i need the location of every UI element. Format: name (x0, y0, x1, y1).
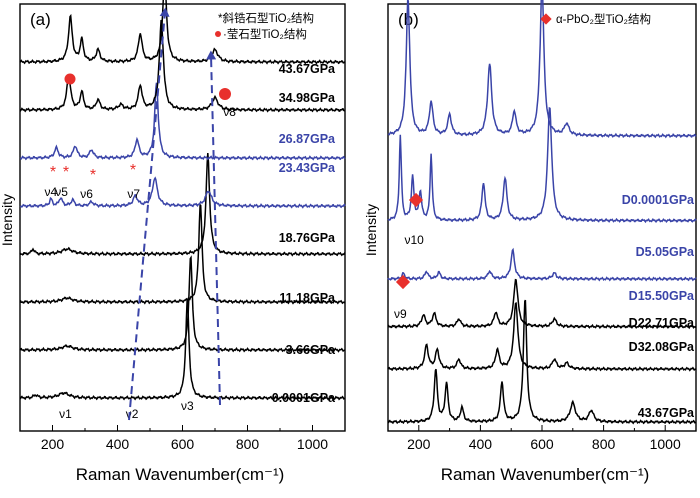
x-tick-label-800: 800 (592, 436, 616, 452)
panel-b-y-axis-title: Intensity (363, 204, 379, 256)
legend-alpha-pbo2-entry: α-PbO₂型TiO₂结构 (556, 12, 651, 26)
pressure-label-18.76GPa: 18.76GPa (279, 231, 336, 245)
pressure-label-23.43GPa: 23.43GPa (279, 161, 336, 175)
panel-b-x-axis-title: Raman Wavenumber(cm⁻¹) (441, 465, 650, 484)
mode-label-ν9: ν9 (394, 307, 407, 321)
panel-a-pressure-labels: 0.0001GPa 3.66GPa 11.18GPa 18.76GPa 23.43GPa… (272, 62, 336, 405)
spectrum-line-3.66GPa (19, 255, 346, 353)
pressure-label-D15.50GPa: D15.50GPa (629, 289, 695, 303)
shift-arrow-left (128, 7, 170, 421)
spectrum-line-18.76GPa (19, 152, 346, 257)
spectrum-line-26.87GPa (19, 82, 346, 161)
mode-label-ν3: ν3 (181, 399, 194, 413)
pressure-label-34.98GPa: 34.98GPa (279, 91, 336, 105)
pressure-label-43.67GPa: 43.67GPa (279, 62, 336, 76)
mode-label-ν6: ν6 (80, 187, 93, 201)
panel-b-pressure-labels: 43.67GPa D32.08GPa D22.71GPa D15.50GPa D5.05… (622, 193, 695, 420)
panel-a-curves (19, 0, 346, 401)
panel-b: (b) 200 400 600 800 1000 Raman Wavenumber(cm… (363, 0, 697, 484)
spectrum-line-43.67GPa (19, 0, 346, 65)
x-tick-label-400: 400 (106, 436, 130, 452)
panel-a-x-axis-title: Raman Wavenumber(cm⁻¹) (76, 465, 285, 484)
mode-label-ν7: ν7 (127, 187, 140, 201)
x-tick-label-200: 200 (41, 436, 65, 452)
spectrum-line-0.0001GPa (19, 296, 346, 401)
panel-b-x-ticks: 200 400 600 800 1000 (407, 425, 681, 452)
legend-diamond-icon (540, 13, 552, 25)
spectrum-line-D22.71GPa (387, 278, 697, 330)
spectrum-line-11.18GPa (19, 203, 346, 305)
anatase-asterisk-marker-2: * (63, 164, 69, 181)
panel-b-legend: α-PbO₂型TiO₂结构 (540, 12, 651, 26)
legend-anatase-asterisk-entry: *斜锆石型TiO₂结构 (218, 11, 314, 25)
legend-rutile-dot-entry: ·莹石型TiO₂结构 (223, 27, 307, 41)
legend-rutile-dot-icon (215, 31, 221, 37)
panel-a-markers: * * * * (50, 73, 231, 184)
pressure-label-D0.0001GPa: D0.0001GPa (622, 193, 695, 207)
panel-b-mode-labels: ν9 ν10 (394, 233, 424, 321)
pressure-label-11.18GPa: 11.18GPa (279, 291, 336, 305)
x-tick-label-1000: 1000 (297, 436, 328, 452)
x-tick-label-600: 600 (171, 436, 195, 452)
pressure-label-3.66GPa: 3.66GPa (286, 343, 336, 357)
anatase-asterisk-marker-1: * (50, 164, 56, 181)
x-tick-label-1000: 1000 (650, 436, 681, 452)
panel-b-markers (395, 192, 424, 290)
x-tick-label-600: 600 (530, 436, 554, 452)
alpha-pbo2-diamond-marker-2 (395, 274, 411, 290)
mode-label-ν10: ν10 (405, 233, 425, 247)
panel-a-x-ticks: 200 400 600 800 1000 (41, 425, 328, 452)
anatase-asterisk-marker-3: * (90, 167, 96, 184)
pressure-label-26.87GPa: 26.87GPa (279, 132, 336, 146)
alpha-pbo2-diamond-marker-1 (408, 192, 424, 208)
pressure-label-0.0001GPa: 0.0001GPa (272, 391, 336, 405)
pressure-label-D22.71GPa: D22.71GPa (629, 316, 695, 330)
panel-a-shift-arrows (128, 7, 221, 421)
spectrum-line-D0.0001GPa (387, 0, 697, 139)
spectrum-line-D15.50GPa (387, 247, 697, 282)
panel-a-legend: *斜锆石型TiO₂结构 ·莹石型TiO₂结构 (215, 11, 314, 41)
pressure-label-D5.05GPa: D5.05GPa (636, 245, 695, 259)
spectrum-line-D5.05GPa (387, 106, 697, 224)
anatase-asterisk-marker-4: * (130, 162, 136, 179)
spectrum-line-34.98GPa (19, 19, 346, 113)
x-tick-label-200: 200 (407, 436, 431, 452)
panel-a: (a) 200 400 600 800 1000 Raman Wavenumber(cm… (0, 0, 346, 484)
panel-a-label: (a) (30, 10, 51, 29)
spectrum-line-D32.08GPa (387, 302, 697, 372)
x-tick-label-800: 800 (236, 436, 260, 452)
mode-label-ν5: ν5 (55, 185, 68, 199)
shift-arrow-right (206, 50, 221, 406)
mode-label-ν1: ν1 (59, 407, 72, 421)
panel-a-y-axis-title: Intensity (0, 194, 15, 246)
spectrum-line-23.43GPa (19, 176, 346, 209)
mode-label-ν4: ν4 (45, 185, 58, 199)
spectrum-line-43.67GPa (387, 299, 697, 425)
rutile-dot-marker-1 (64, 73, 76, 85)
mode-label-ν8: ν8 (223, 105, 236, 119)
mode-label-ν2: ν2 (126, 407, 139, 421)
x-tick-label-400: 400 (469, 436, 493, 452)
panel-b-curves (387, 0, 697, 425)
pressure-label-D32.08GPa: D32.08GPa (629, 340, 695, 354)
rutile-dot-marker-2 (219, 88, 231, 100)
pressure-label-43.67GPa: 43.67GPa (638, 406, 695, 420)
